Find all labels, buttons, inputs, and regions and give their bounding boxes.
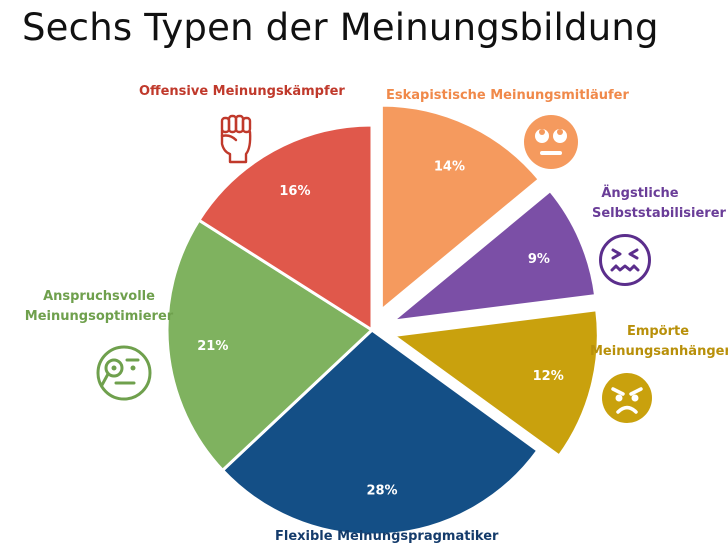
- label-anspruchsvolle-line2: Meinungsoptimierer: [24, 309, 174, 324]
- label-empoerte-line2: Meinungsanhänger: [590, 344, 728, 359]
- pie-slice-4: [165, 218, 375, 473]
- pie-slices: [165, 103, 600, 537]
- pie-slice-5: [196, 123, 374, 333]
- chart-title: Sechs Typen der Meinungsbildung: [22, 6, 659, 49]
- label-aengstliche-line2: Selbststabilisierer: [592, 206, 726, 221]
- rolling-eyes-face-icon: [524, 115, 578, 169]
- label-anspruchsvolle-line1: Anspruchsvolle: [43, 289, 155, 304]
- pie-percent-label-2: 12%: [533, 369, 564, 384]
- pie-slice-3: [220, 328, 540, 537]
- label-aengstliche: Ängstliche Selbststabilisierer: [592, 184, 726, 224]
- angry-face-icon: [602, 373, 652, 423]
- pie-percent-labels: 14% 9% 12% 28% 21% 16%: [197, 159, 564, 498]
- pie-percent-label-0: 14%: [434, 159, 465, 174]
- pie-percent-label-5: 16%: [279, 184, 310, 199]
- label-eskapistische: Eskapistische Meinungsmitläufer: [386, 88, 629, 103]
- pie-slice-1: [387, 188, 598, 324]
- label-anspruchsvolle: Anspruchsvolle Meinungsoptimierer: [24, 287, 174, 327]
- pie-slice-2: [389, 308, 600, 459]
- pie-percent-label-1: 9%: [528, 252, 550, 267]
- label-empoerte-line1: Empörte: [626, 324, 690, 339]
- raised-fist-icon: [220, 114, 252, 164]
- pie-percent-label-3: 28%: [366, 484, 397, 499]
- label-offensive: Offensive Meinungskämpfer: [139, 84, 345, 99]
- label-flexible: Flexible Meinungspragmatiker: [275, 529, 499, 544]
- pie-slice-0: [379, 103, 542, 314]
- label-empoerte: Empörte Meinungsanhänger: [590, 322, 728, 362]
- pie-percent-label-4: 21%: [197, 339, 228, 354]
- monocle-face-icon: [96, 345, 152, 401]
- label-aengstliche-line1: Ängstliche: [601, 186, 679, 201]
- anxious-face-icon: [599, 234, 651, 286]
